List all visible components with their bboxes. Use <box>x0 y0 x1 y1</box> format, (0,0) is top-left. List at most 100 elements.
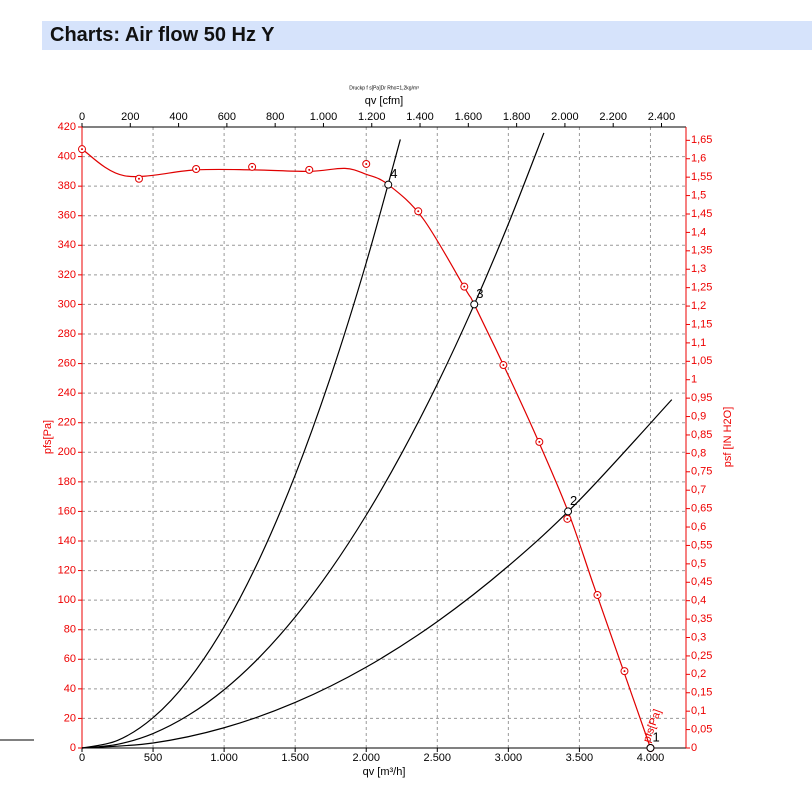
measured-point-dot <box>623 670 626 673</box>
header: Charts: Air flow 50 Hz Y <box>42 21 812 50</box>
y2-tick-label: 1,25 <box>691 282 712 294</box>
y2-tick-label: 0,25 <box>691 650 712 662</box>
x2-tick-label: 600 <box>218 111 236 123</box>
y2-tick-label: 0,05 <box>691 723 712 735</box>
curve-label: pfs[Pa] <box>641 708 664 744</box>
system-curve <box>81 132 545 749</box>
x-tick-label: 0 <box>79 752 85 764</box>
fan-curve <box>81 148 652 749</box>
y2-tick-label: 0,65 <box>691 503 712 515</box>
y2-axis-label: psf [IN H2O] <box>722 407 734 468</box>
y2-tick-label: 1,5 <box>691 189 706 201</box>
chart-title: Druckp f s[Pa]Dr Rho=1,2kg/m³ <box>349 85 419 91</box>
y2-tick-label: 1,65 <box>691 134 712 146</box>
y2-tick-label: 1,15 <box>691 318 712 330</box>
x2-tick-label: 2.000 <box>551 111 579 123</box>
y2-tick-label: 1,4 <box>691 226 706 238</box>
x2-tick-label: 800 <box>266 111 284 123</box>
x-tick-label: 1.500 <box>281 752 309 764</box>
y2-tick-label: 1 <box>691 374 697 386</box>
system-curve <box>81 399 673 749</box>
y-tick-label: 280 <box>58 328 76 340</box>
y-tick-label: 20 <box>64 712 76 724</box>
page-title: Charts: Air flow 50 Hz Y <box>50 24 275 46</box>
y2-tick-label: 0,9 <box>691 410 706 422</box>
y2-tick-label: 0,6 <box>691 521 706 533</box>
y2-tick-label: 0,8 <box>691 447 706 459</box>
y-tick-label: 40 <box>64 683 76 695</box>
x-tick-label: 2.000 <box>352 752 380 764</box>
y2-tick-label: 0,5 <box>691 558 706 570</box>
y2-tick-label: 0,15 <box>691 687 712 699</box>
y-tick-label: 240 <box>58 387 76 399</box>
y2-tick-label: 1,45 <box>691 208 712 220</box>
y2-tick-label: 1,2 <box>691 300 706 312</box>
y-tick-label: 0 <box>70 742 76 754</box>
y-tick-label: 420 <box>58 121 76 133</box>
measured-point-dot <box>81 148 83 151</box>
x2-tick-label: 400 <box>169 111 187 123</box>
y2-tick-label: 0,3 <box>691 631 706 643</box>
measured-point-dot <box>502 364 505 367</box>
y2-tick-label: 0,4 <box>691 595 706 607</box>
y2-tick-label: 1,6 <box>691 153 706 165</box>
y-tick-label: 380 <box>58 180 76 192</box>
measured-point-dot <box>365 162 368 165</box>
operating-point-label: 4 <box>390 166 397 181</box>
measured-point-dot <box>463 285 466 288</box>
x2-tick-label: 2.200 <box>599 111 627 123</box>
y2-tick-label: 0,95 <box>691 392 712 404</box>
y2-tick-label: 1,3 <box>691 263 706 275</box>
operating-point <box>384 180 393 189</box>
y-tick-label: 260 <box>58 357 76 369</box>
x2-tick-label: 0 <box>79 111 85 123</box>
operating-point-label: 2 <box>570 493 577 508</box>
x-tick-label: 3.500 <box>566 752 594 764</box>
measured-point-dot <box>566 517 569 520</box>
operating-point <box>470 300 479 309</box>
operating-point <box>646 744 655 752</box>
x2-tick-label: 1.400 <box>406 111 434 123</box>
x2-tick-label: 200 <box>121 111 139 123</box>
x2-tick-label: 1.000 <box>310 111 338 123</box>
y2-tick-label: 1,55 <box>691 171 712 183</box>
measured-point-dot <box>417 210 420 213</box>
y-tick-label: 360 <box>58 210 76 222</box>
system-curve <box>81 139 401 749</box>
y-tick-label: 340 <box>58 239 76 251</box>
x2-axis-label: qv [cfm] <box>365 95 404 107</box>
y2-tick-label: 0,75 <box>691 466 712 478</box>
measured-point-dot <box>195 167 198 170</box>
y-tick-label: 400 <box>58 150 76 162</box>
operating-point-label: 3 <box>476 286 483 301</box>
x-tick-label: 2.500 <box>424 752 452 764</box>
y2-tick-label: 0,45 <box>691 576 712 588</box>
y2-tick-label: 0,35 <box>691 613 712 625</box>
x2-tick-label: 1.200 <box>358 111 386 123</box>
y-tick-label: 120 <box>58 564 76 576</box>
operating-point-label: 1 <box>652 729 659 744</box>
y2-tick-label: 0,85 <box>691 429 712 441</box>
y2-tick-label: 1,05 <box>691 355 712 367</box>
x2-tick-label: 1.800 <box>503 111 531 123</box>
operating-point <box>564 507 573 516</box>
x2-tick-label: 1.600 <box>455 111 483 123</box>
measured-point-dot <box>251 165 254 168</box>
y2-tick-label: 0,55 <box>691 539 712 551</box>
y-tick-label: 180 <box>58 476 76 488</box>
measured-point-dot <box>308 168 311 171</box>
x-tick-label: 500 <box>144 752 162 764</box>
y-tick-label: 140 <box>58 535 76 547</box>
y2-tick-label: 0,1 <box>691 705 706 717</box>
y2-tick-label: 0,2 <box>691 668 706 680</box>
x2-tick-label: 2.400 <box>648 111 676 123</box>
measured-point-dot <box>596 593 599 596</box>
x-axis-label: qv [m³/h] <box>363 766 406 778</box>
y-tick-label: 160 <box>58 505 76 517</box>
y2-tick-label: 1,35 <box>691 245 712 257</box>
measured-point-dot <box>137 177 140 180</box>
y-tick-label: 200 <box>58 446 76 458</box>
y-axis-label: pfs[Pa] <box>42 420 54 454</box>
y-tick-label: 220 <box>58 417 76 429</box>
